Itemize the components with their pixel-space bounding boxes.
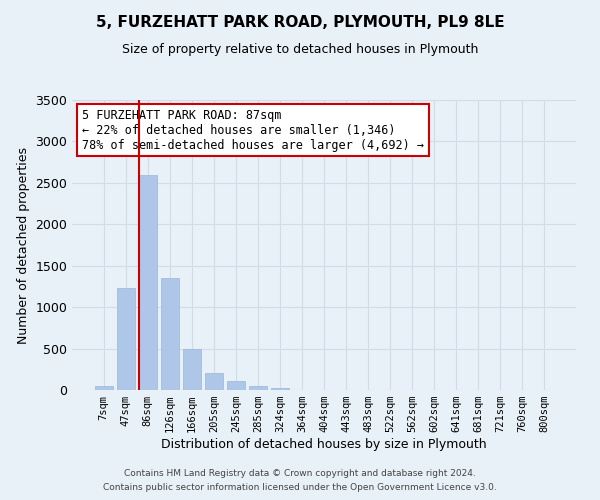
Bar — [205, 374, 223, 390]
Bar — [117, 288, 134, 390]
Bar — [227, 381, 245, 390]
Bar — [139, 174, 157, 390]
Y-axis label: Number of detached properties: Number of detached properties — [17, 146, 30, 344]
Text: 5, FURZEHATT PARK ROAD, PLYMOUTH, PL9 8LE: 5, FURZEHATT PARK ROAD, PLYMOUTH, PL9 8L… — [95, 15, 505, 30]
X-axis label: Distribution of detached houses by size in Plymouth: Distribution of detached houses by size … — [161, 438, 487, 451]
Text: 5 FURZEHATT PARK ROAD: 87sqm
← 22% of detached houses are smaller (1,346)
78% of: 5 FURZEHATT PARK ROAD: 87sqm ← 22% of de… — [82, 108, 424, 152]
Bar — [249, 386, 267, 390]
Bar — [271, 388, 289, 390]
Bar — [161, 278, 179, 390]
Text: Contains HM Land Registry data © Crown copyright and database right 2024.: Contains HM Land Registry data © Crown c… — [124, 468, 476, 477]
Text: Size of property relative to detached houses in Plymouth: Size of property relative to detached ho… — [122, 42, 478, 56]
Bar — [95, 386, 113, 390]
Text: Contains public sector information licensed under the Open Government Licence v3: Contains public sector information licen… — [103, 484, 497, 492]
Bar — [183, 348, 200, 390]
